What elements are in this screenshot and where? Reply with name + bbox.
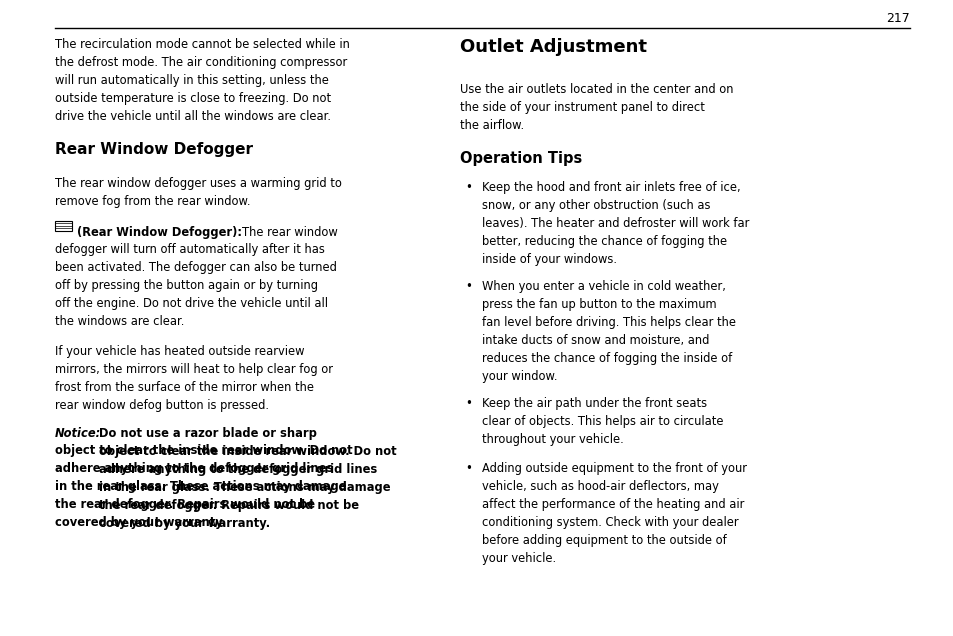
Text: •: • (464, 280, 472, 293)
Text: Outlet Adjustment: Outlet Adjustment (459, 38, 646, 56)
Text: Rear Window Defogger: Rear Window Defogger (55, 142, 253, 158)
Text: defogger will turn off automatically after it has
been activated. The defogger c: defogger will turn off automatically aft… (55, 243, 336, 328)
Text: Notice:: Notice: (55, 427, 101, 440)
Text: •: • (464, 181, 472, 194)
Text: Use the air outlets located in the center and on
the side of your instrument pan: Use the air outlets located in the cente… (459, 83, 733, 132)
Text: Do not use a razor blade or sharp
object to clear the inside rear window. Do not: Do not use a razor blade or sharp object… (99, 427, 396, 530)
Text: If your vehicle has heated outside rearview
mirrors, the mirrors will heat to he: If your vehicle has heated outside rearv… (55, 345, 333, 411)
Text: 217: 217 (885, 12, 909, 25)
Text: Keep the air path under the front seats
clear of objects. This helps air to circ: Keep the air path under the front seats … (481, 397, 722, 446)
Text: Adding outside equipment to the front of your
vehicle, such as hood-air deflecto: Adding outside equipment to the front of… (481, 462, 746, 565)
Text: When you enter a vehicle in cold weather,
press the fan up button to the maximum: When you enter a vehicle in cold weather… (481, 280, 735, 384)
Text: The rear window defogger uses a warming grid to
remove fog from the rear window.: The rear window defogger uses a warming … (55, 177, 341, 209)
Bar (55, 221, 71, 231)
Text: The recirculation mode cannot be selected while in
the defrost mode. The air con: The recirculation mode cannot be selecte… (55, 38, 350, 123)
Text: (Rear Window Defogger):: (Rear Window Defogger): (77, 226, 242, 239)
Text: •: • (464, 397, 472, 410)
Text: Keep the hood and front air inlets free of ice,
snow, or any other obstruction (: Keep the hood and front air inlets free … (481, 181, 749, 266)
Text: Operation Tips: Operation Tips (459, 151, 581, 166)
Text: •: • (464, 462, 472, 475)
Text: object to clear the inside rear window. Do not
adhere anything to the defogger g: object to clear the inside rear window. … (55, 444, 353, 529)
Text: The rear window: The rear window (242, 226, 337, 239)
